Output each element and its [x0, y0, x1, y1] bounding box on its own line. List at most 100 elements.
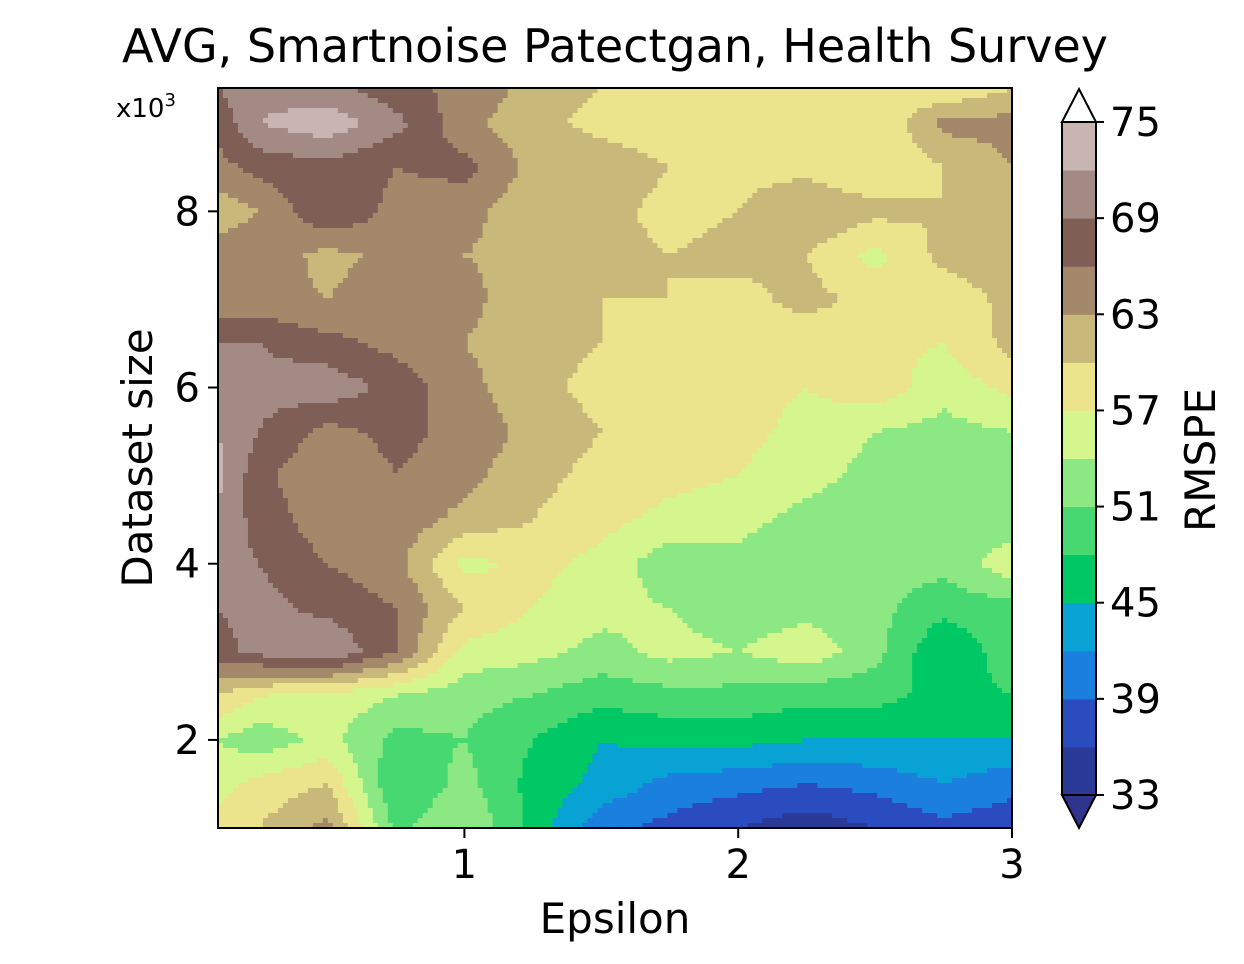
contour-cell	[522, 218, 529, 224]
contour-cell	[477, 153, 484, 159]
contour-cell	[597, 183, 604, 189]
contour-cell	[312, 163, 319, 169]
contour-cell	[247, 203, 254, 209]
contour-cell	[277, 128, 284, 134]
contour-cell	[572, 198, 579, 204]
contour-cell	[707, 103, 713, 109]
contour-cell	[557, 98, 564, 104]
contour-cell	[882, 183, 888, 189]
contour-cell	[772, 123, 778, 129]
contour-cell	[932, 173, 938, 179]
contour-cell	[947, 223, 953, 229]
contour-cell	[242, 88, 249, 94]
contour-cell	[522, 138, 529, 144]
contour-cell	[357, 138, 364, 144]
contour-cell	[307, 213, 314, 219]
contour-cell	[797, 198, 803, 204]
contour-cell	[477, 228, 484, 234]
contour-cell	[887, 158, 893, 164]
contour-cell	[552, 198, 559, 204]
contour-cell	[237, 218, 244, 224]
contour-cell	[397, 223, 404, 229]
contour-cell	[762, 218, 768, 224]
contour-cell	[577, 93, 584, 99]
contour-cell	[947, 98, 953, 104]
contour-cell	[907, 158, 913, 164]
contour-cell	[512, 238, 519, 244]
contour-cell	[457, 223, 464, 229]
contour-cell	[917, 213, 923, 219]
contour-cell	[332, 88, 339, 94]
contour-cell	[742, 103, 748, 109]
contour-cell	[462, 243, 469, 249]
contour-cell	[332, 163, 339, 169]
contour-cell	[482, 243, 489, 249]
contour-cell	[982, 163, 988, 169]
contour-cell	[377, 223, 384, 229]
contour-cell	[812, 173, 818, 179]
contour-cell	[922, 173, 928, 179]
contour-cell	[297, 238, 304, 244]
contour-cell	[577, 98, 584, 104]
contour-cell	[997, 128, 1003, 134]
contour-cell	[407, 223, 414, 229]
contour-cell	[587, 173, 594, 179]
contour-cell	[572, 163, 579, 169]
contour-cell	[772, 138, 778, 144]
contour-cell	[447, 168, 454, 174]
contour-cell	[382, 238, 389, 244]
contour-cell	[822, 128, 828, 134]
contour-cell	[962, 213, 968, 219]
contour-cell	[852, 173, 858, 179]
contour-cell	[352, 93, 359, 99]
contour-cell	[957, 148, 963, 154]
contour-cell	[497, 168, 504, 174]
contour-cell	[562, 98, 569, 104]
contour-cell	[827, 118, 833, 124]
contour-cell	[957, 238, 963, 244]
contour-cell	[837, 198, 843, 204]
contour-cell	[922, 123, 928, 129]
contour-cell	[407, 103, 414, 109]
contour-cell	[302, 88, 309, 94]
contour-cell	[292, 143, 299, 149]
contour-cell	[702, 213, 708, 219]
contour-cell	[607, 108, 614, 114]
contour-cell	[862, 238, 868, 244]
contour-cell	[927, 118, 933, 124]
contour-cell	[917, 118, 923, 124]
contour-cell	[562, 198, 569, 204]
contour-cell	[612, 233, 619, 239]
contour-cell	[597, 228, 604, 234]
contour-cell	[882, 138, 888, 144]
contour-cell	[282, 198, 289, 204]
contour-cell	[322, 148, 329, 154]
contour-cell	[672, 223, 679, 229]
contour-cell	[837, 228, 843, 234]
contour-cell	[472, 98, 479, 104]
contour-cell	[797, 208, 803, 214]
contour-cell	[787, 158, 793, 164]
contour-cell	[227, 238, 234, 244]
contour-cell	[642, 128, 649, 134]
contour-cell	[457, 153, 464, 159]
contour-cell	[752, 113, 758, 119]
contour-cell	[547, 213, 554, 219]
contour-cell	[747, 163, 753, 169]
contour-cell	[397, 178, 404, 184]
contour-cell	[932, 203, 938, 209]
contour-cell	[497, 123, 504, 129]
contour-cell	[407, 168, 414, 174]
contour-cell	[332, 138, 339, 144]
contour-cell	[972, 238, 978, 244]
contour-cell	[647, 108, 654, 114]
contour-cell	[707, 123, 713, 129]
contour-cell	[242, 228, 249, 234]
contour-cell	[397, 118, 404, 124]
contour-cell	[287, 233, 294, 239]
contour-cell	[667, 228, 674, 234]
contour-cell	[492, 153, 499, 159]
contour-cell	[812, 228, 818, 234]
contour-cell	[762, 103, 768, 109]
contour-cell	[497, 188, 504, 194]
